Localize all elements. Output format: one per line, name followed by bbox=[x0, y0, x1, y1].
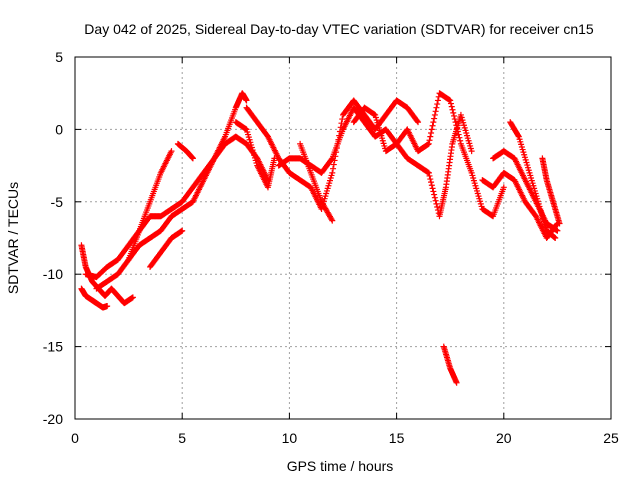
data-point-interp bbox=[428, 126, 435, 133]
y-axis-label: SDTVAR / TECUs bbox=[5, 182, 21, 294]
data-point-interp bbox=[450, 109, 457, 116]
data-point bbox=[425, 140, 432, 147]
x-tick-label: 0 bbox=[71, 430, 79, 446]
data-point-interp bbox=[430, 119, 437, 126]
data-point-interp bbox=[433, 200, 440, 207]
data-point bbox=[179, 227, 186, 234]
y-tick-label: -15 bbox=[43, 339, 63, 355]
data-point-interp bbox=[452, 119, 459, 126]
data-point bbox=[129, 294, 136, 301]
x-tick-label: 20 bbox=[496, 430, 512, 446]
y-axis-ticks: -20 -15 -10 -5 0 5 bbox=[43, 49, 611, 427]
data-point-interp bbox=[328, 216, 335, 223]
data-point-interp bbox=[414, 118, 421, 125]
data-point-interp bbox=[426, 137, 433, 144]
data-point-interp bbox=[449, 106, 456, 113]
data-point-interp bbox=[434, 101, 441, 108]
x-tick-label: 15 bbox=[389, 430, 405, 446]
data-point bbox=[104, 303, 111, 310]
y-tick-label: 0 bbox=[55, 121, 63, 137]
data-point-interp bbox=[431, 111, 438, 118]
x-axis-label: GPS time / hours bbox=[287, 458, 394, 474]
plot-border bbox=[74, 56, 612, 420]
data-point-interp bbox=[427, 133, 434, 140]
data-point-interp bbox=[455, 131, 462, 138]
data-point-interp bbox=[434, 97, 441, 104]
data-point bbox=[554, 227, 561, 234]
data-points bbox=[78, 90, 563, 386]
data-point bbox=[500, 184, 507, 191]
data-point-interp bbox=[433, 104, 440, 111]
data-point-interp bbox=[427, 176, 434, 183]
data-point-interp bbox=[431, 194, 438, 201]
data-point-interp bbox=[429, 122, 436, 129]
data-point-interp bbox=[447, 100, 454, 107]
data-point bbox=[468, 148, 475, 155]
data-point bbox=[556, 220, 563, 227]
data-point-interp bbox=[330, 165, 337, 172]
x-tick-label: 25 bbox=[603, 430, 619, 446]
data-point bbox=[552, 235, 559, 241]
y-tick-label: -20 bbox=[43, 411, 63, 427]
data-point bbox=[168, 148, 175, 155]
data-point bbox=[189, 155, 196, 162]
x-tick-label: 5 bbox=[178, 430, 186, 446]
y-tick-label: -5 bbox=[51, 194, 64, 210]
data-point-interp bbox=[431, 191, 438, 198]
data-point-interp bbox=[456, 134, 463, 141]
data-point-interp bbox=[515, 132, 522, 139]
data-point-interp bbox=[428, 182, 435, 189]
data-point bbox=[453, 379, 460, 386]
y-tick-label: -10 bbox=[43, 266, 63, 282]
data-point bbox=[415, 119, 422, 126]
data-point bbox=[243, 97, 250, 104]
data-point-interp bbox=[457, 137, 464, 144]
data-point-interp bbox=[428, 130, 435, 137]
data-point-interp bbox=[434, 203, 441, 210]
data-point-interp bbox=[339, 116, 346, 123]
data-point bbox=[447, 97, 454, 104]
y-tick-label: 5 bbox=[55, 49, 63, 65]
grid-lines bbox=[75, 57, 611, 419]
data-point-interp bbox=[432, 108, 439, 115]
data-point bbox=[425, 169, 432, 176]
data-point-interp bbox=[451, 112, 458, 119]
data-point-interp bbox=[428, 179, 435, 186]
x-axis-ticks: 0 5 10 15 20 25 bbox=[71, 57, 619, 446]
data-point bbox=[329, 217, 336, 224]
data-point-interp bbox=[431, 115, 438, 122]
data-point-interp bbox=[429, 185, 436, 192]
data-point bbox=[329, 169, 336, 176]
data-point-interp bbox=[330, 161, 337, 168]
data-point-interp bbox=[432, 197, 439, 204]
data-point-interp bbox=[430, 188, 437, 195]
chart-title: Day 042 of 2025, Sidereal Day-to-day VTE… bbox=[84, 21, 594, 37]
data-point-interp bbox=[328, 156, 335, 163]
data-point-interp bbox=[426, 172, 433, 179]
data-point-interp bbox=[448, 103, 455, 110]
x-tick-label: 10 bbox=[282, 430, 298, 446]
